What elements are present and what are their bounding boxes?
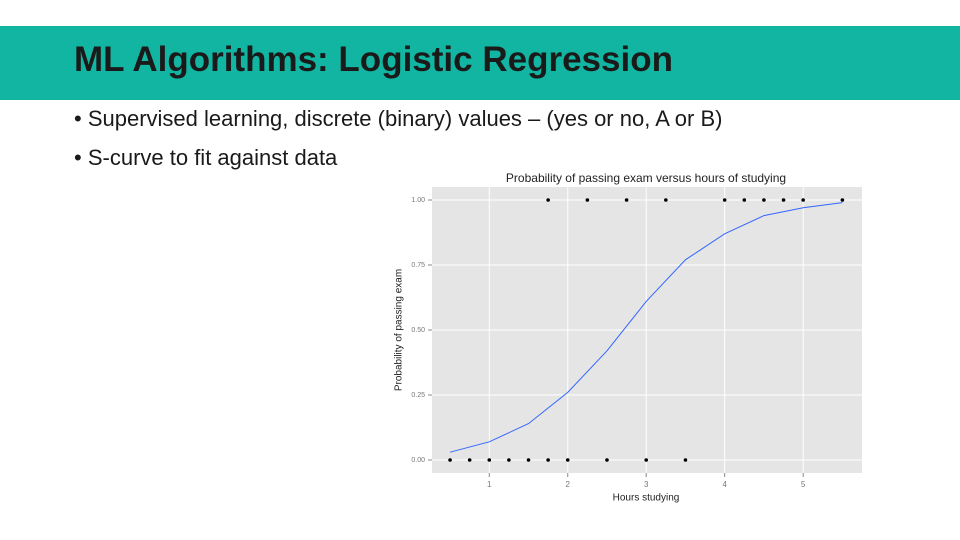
data-point bbox=[605, 458, 609, 462]
y-axis-label: Probability of passing exam bbox=[394, 269, 405, 391]
x-axis-label: Hours studying bbox=[613, 493, 680, 504]
data-point bbox=[781, 198, 786, 202]
chart-title: Probability of passing exam versus hours… bbox=[506, 171, 786, 185]
data-point bbox=[801, 198, 805, 202]
y-tick-label: 0.50 bbox=[411, 327, 425, 334]
bullet: Supervised learning, discrete (binary) v… bbox=[74, 104, 723, 143]
y-tick-label: 1.00 bbox=[411, 197, 425, 204]
data-point bbox=[526, 458, 531, 462]
data-point bbox=[507, 458, 511, 462]
data-point bbox=[742, 198, 747, 202]
data-point bbox=[624, 198, 629, 202]
data-point bbox=[664, 198, 668, 202]
data-point bbox=[762, 198, 766, 202]
x-tick-label: 4 bbox=[722, 480, 727, 489]
y-tick-label: 0.00 bbox=[411, 457, 425, 464]
data-point bbox=[840, 198, 845, 202]
data-point bbox=[448, 458, 452, 462]
data-point bbox=[546, 198, 550, 202]
data-point bbox=[467, 458, 472, 462]
slide-title: ML Algorithms: Logistic Regression bbox=[74, 40, 673, 79]
x-tick-label: 2 bbox=[566, 480, 571, 489]
data-point bbox=[585, 198, 590, 202]
x-tick-label: 5 bbox=[801, 480, 806, 489]
data-point bbox=[565, 458, 570, 462]
data-point bbox=[683, 458, 688, 462]
data-point bbox=[487, 458, 492, 462]
y-tick-label: 0.25 bbox=[411, 392, 425, 399]
fit-curve bbox=[449, 202, 843, 453]
x-tick-label: 3 bbox=[644, 480, 649, 489]
data-point bbox=[722, 198, 727, 202]
data-point bbox=[546, 458, 550, 462]
bullet: S-curve to fit against data bbox=[74, 143, 722, 182]
header-band bbox=[0, 26, 960, 100]
bullet-list: Supervised learning, discrete (binary) v… bbox=[74, 104, 723, 182]
x-tick-label: 1 bbox=[487, 480, 492, 489]
y-tick-label: 0.75 bbox=[411, 262, 425, 269]
data-point bbox=[644, 458, 649, 462]
